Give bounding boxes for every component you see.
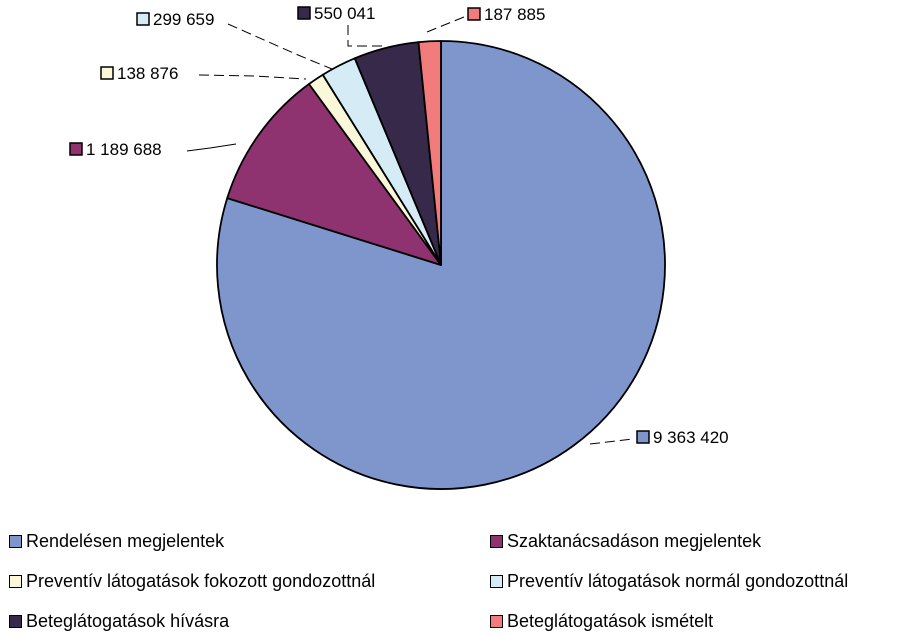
leader-line: [589, 438, 634, 445]
data-label: 299 659: [136, 10, 214, 29]
data-label-swatch: [467, 7, 481, 21]
legend-swatch: [490, 574, 503, 588]
data-label: 187 885: [467, 5, 545, 24]
legend-label: Rendelésen megjelentek: [26, 530, 225, 551]
legend-swatch: [490, 534, 503, 548]
legend-swatch: [9, 614, 22, 628]
pie-slice: [226, 83, 442, 266]
data-label-text: 550 041: [314, 4, 375, 23]
legend-item: Rendelésen megjelentek: [9, 530, 224, 552]
data-label: 138 876: [100, 64, 178, 83]
data-label-swatch: [136, 12, 150, 26]
legend-label: Szaktanácsadáson megjelentek: [507, 530, 762, 551]
data-label: 1 189 688: [69, 140, 162, 159]
data-label-text: 1 189 688: [86, 140, 162, 159]
leader-line: [227, 23, 333, 70]
legend-item: Beteglátogatások hívásra: [9, 610, 229, 632]
data-label-swatch: [69, 142, 83, 156]
data-label: 550 041: [297, 4, 375, 23]
pie-slice: [417, 40, 442, 266]
leader-line: [426, 16, 465, 33]
data-label-text: 299 659: [153, 10, 214, 29]
data-label-swatch: [100, 66, 114, 80]
leader-lines: [186, 16, 634, 445]
data-labels: 9 363 420 1 189 688 138 876 299 659 550 041 1…: [69, 4, 729, 447]
legend-swatch: [9, 534, 22, 548]
leader-line: [186, 143, 237, 152]
data-label-swatch: [636, 430, 650, 444]
data-label: 9 363 420: [636, 428, 729, 447]
legend-label: Preventív látogatások fokozott gondozott…: [26, 570, 376, 591]
legend-item: Preventív látogatások normál gondozottná…: [490, 570, 848, 592]
legend-item: Szaktanácsadáson megjelentek: [490, 530, 761, 552]
data-label-text: 187 885: [484, 5, 545, 24]
pie-slices: [216, 40, 666, 490]
legend-label: Beteglátogatások hívásra: [26, 610, 230, 631]
leader-line: [198, 74, 307, 80]
data-label-text: 138 876: [117, 64, 178, 83]
legend-item: Beteglátogatások ismételt: [490, 610, 713, 632]
leader-line: [347, 25, 386, 47]
data-label-swatch: [297, 6, 311, 20]
data-label-text: 9 363 420: [653, 428, 729, 447]
legend-label: Preventív látogatások normál gondozottná…: [507, 570, 849, 591]
legend-item: Preventív látogatások fokozott gondozott…: [9, 570, 375, 592]
legend-swatch: [9, 574, 22, 588]
legend-label: Beteglátogatások ismételt: [507, 610, 714, 631]
legend-swatch: [490, 614, 503, 628]
